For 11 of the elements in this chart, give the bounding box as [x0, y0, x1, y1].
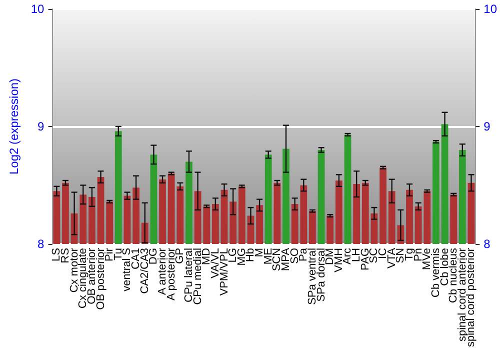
- y2-tick-label: 8: [484, 236, 491, 251]
- y2-tick-label: 10: [484, 2, 498, 16]
- y-tick-label: 9: [38, 119, 45, 134]
- y-tick-label: 10: [30, 2, 45, 16]
- x-tick-label: Tg: [403, 248, 416, 261]
- x-tick-label: RS: [59, 248, 72, 264]
- y-tick-label: 8: [38, 236, 45, 251]
- y2-tick-label: 9: [484, 119, 491, 134]
- x-tick-label: spinal cord posterior: [465, 248, 478, 348]
- y-axis-title: Log2 (expression): [7, 78, 21, 175]
- x-tick-label: A posterior: [165, 248, 178, 301]
